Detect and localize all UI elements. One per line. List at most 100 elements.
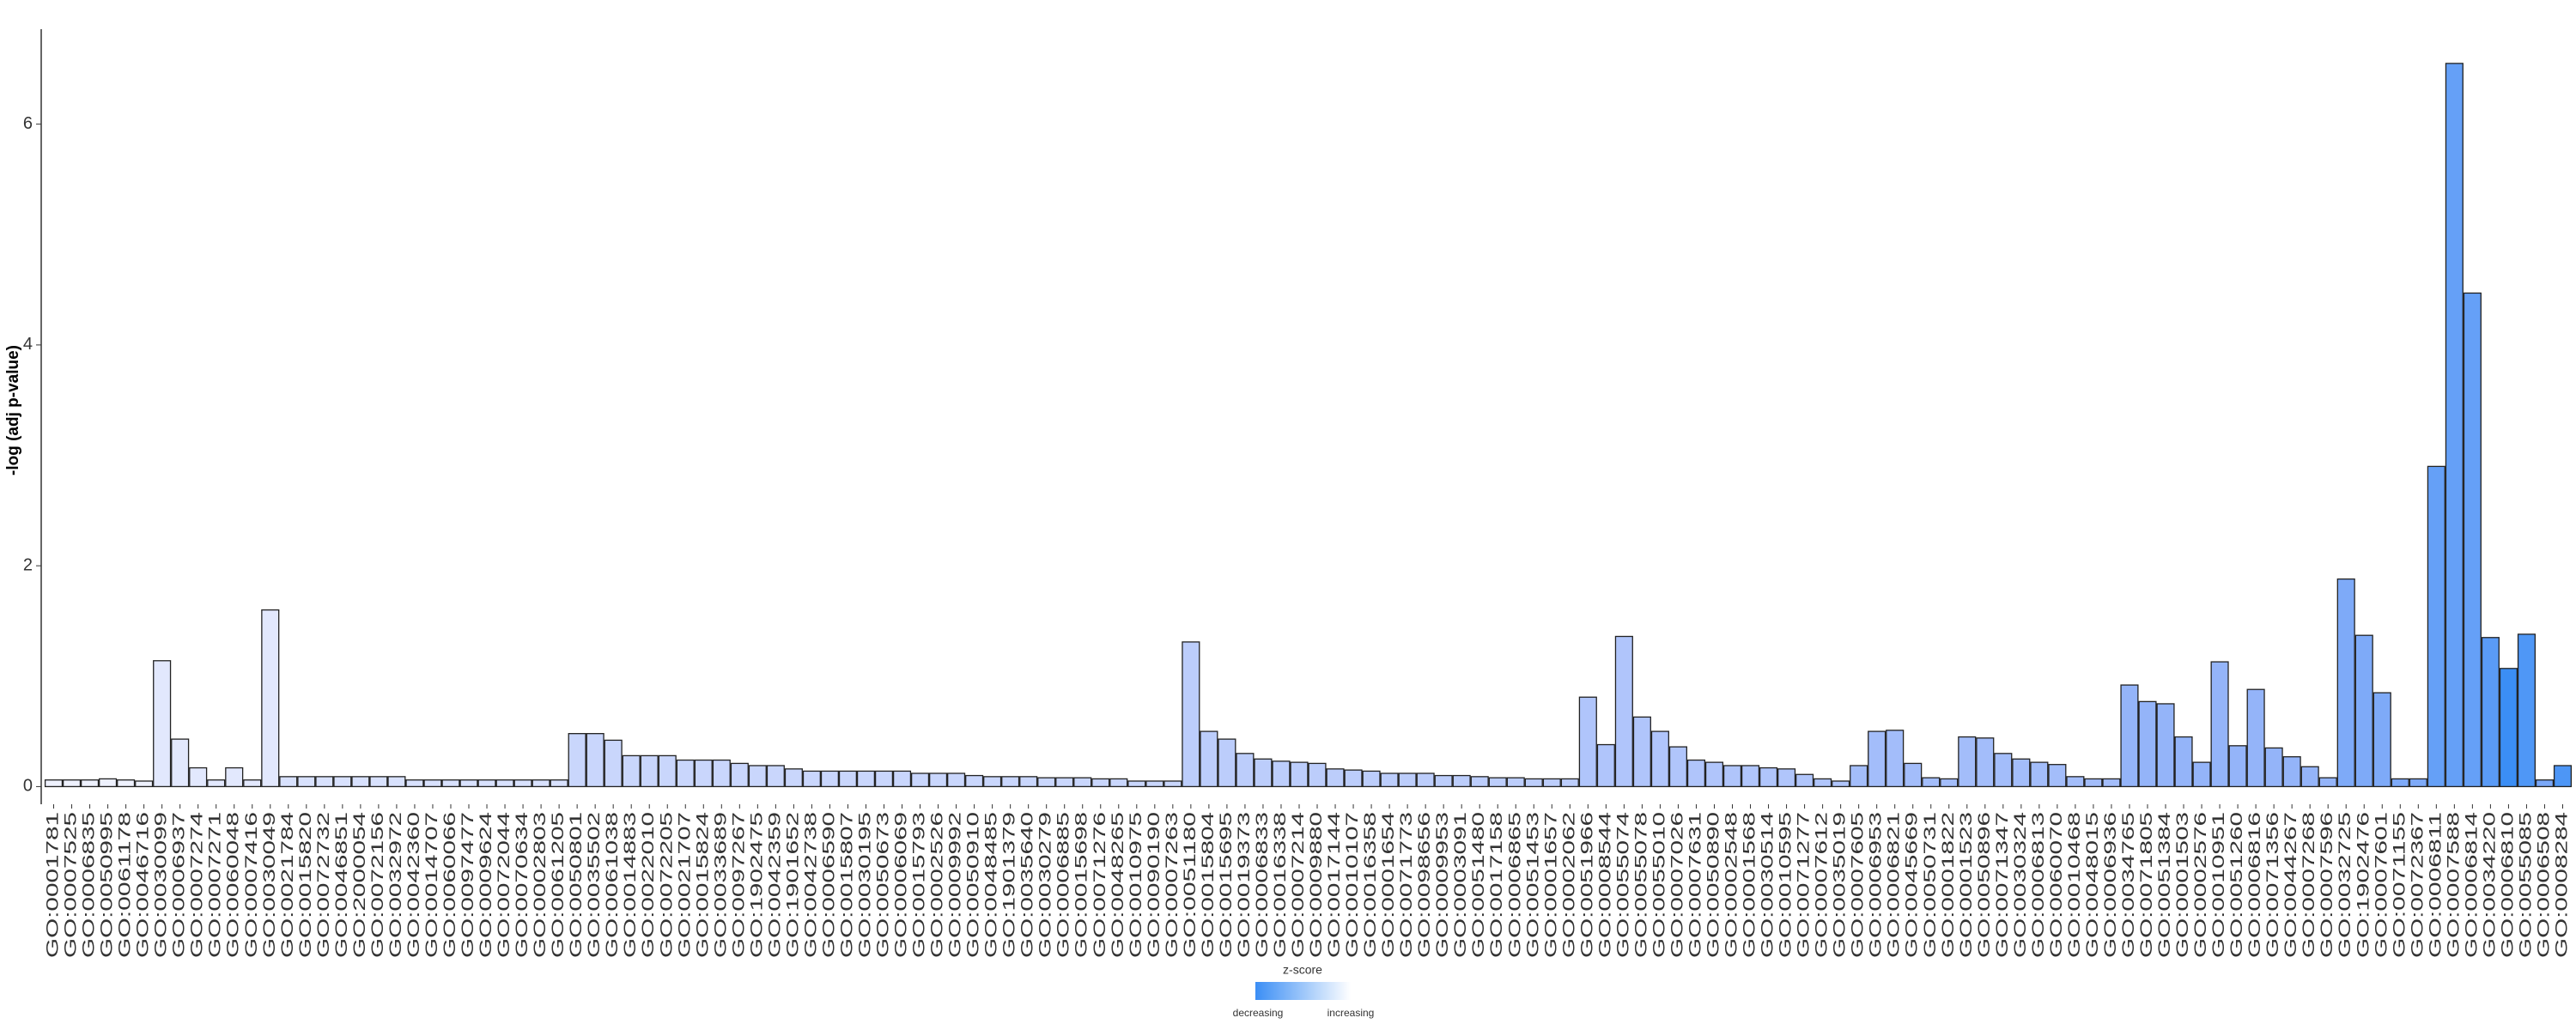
x-tick-label: GO:0009953 xyxy=(1434,812,1452,958)
x-tick-label: GO:1902476 xyxy=(2354,812,2372,958)
y-tick-label: 4 xyxy=(23,335,33,354)
x-tick-label: GO:0060048 xyxy=(225,812,243,958)
bar xyxy=(1578,696,1597,788)
x-tick-label: GO:0002803 xyxy=(532,812,550,958)
bar xyxy=(640,754,659,788)
x-tick-label: GO:2000054 xyxy=(351,811,369,958)
bar xyxy=(1632,716,1651,788)
bar xyxy=(1868,730,1886,788)
bar xyxy=(1704,761,1724,788)
bar xyxy=(1922,777,1941,788)
bar xyxy=(279,776,298,788)
legend-high-label: increasing xyxy=(1327,1007,1375,1019)
bar xyxy=(712,759,731,788)
x-tick-label: GO:0002576 xyxy=(2192,812,2210,958)
bar xyxy=(44,779,64,788)
x-tick-label: GO:0001654 xyxy=(1380,811,1398,958)
x-tick-label: GO:0051966 xyxy=(1578,812,1596,958)
x-tick-label: GO:0030279 xyxy=(1037,812,1055,958)
bar xyxy=(1506,777,1525,788)
x-tick-label: GO:0090190 xyxy=(1145,812,1163,958)
bar xyxy=(748,765,767,788)
x-tick-label: GO:0007605 xyxy=(1850,812,1868,958)
x-tick-label: GO:0006885 xyxy=(1055,812,1073,958)
bar xyxy=(477,779,496,788)
bar xyxy=(261,609,280,788)
x-tick-label: GO:0007596 xyxy=(2318,812,2336,958)
x-tick-label: GO:0014707 xyxy=(423,812,441,958)
y-tick-label: 0 xyxy=(23,777,33,796)
bar xyxy=(1470,776,1489,788)
x-tick-label: GO:0015804 xyxy=(1200,811,1218,958)
bar xyxy=(423,779,442,788)
x-tick-label: GO:0007274 xyxy=(189,811,207,958)
x-tick-label: GO:0050731 xyxy=(1922,812,1940,958)
x-tick-label: GO:0097477 xyxy=(459,812,477,958)
bar xyxy=(2174,736,2193,788)
bar xyxy=(2499,668,2518,788)
bar xyxy=(135,780,154,788)
bar xyxy=(1904,762,1923,788)
bar xyxy=(2120,684,2139,788)
x-tick-label: GO:0014883 xyxy=(622,812,640,958)
x-tick-label: GO:1902475 xyxy=(748,812,766,958)
bar xyxy=(676,759,695,788)
x-tick-label: GO:0006811 xyxy=(2427,812,2445,958)
x-tick-label: GO:0017144 xyxy=(1326,811,1344,958)
x-tick-label: GO:0021784 xyxy=(279,811,297,958)
x-tick-label: GO:0045669 xyxy=(1904,812,1922,958)
bar xyxy=(2264,747,2283,788)
bar xyxy=(1344,769,1363,788)
bar xyxy=(2066,776,2085,788)
bar xyxy=(1326,768,1345,788)
bar xyxy=(189,766,208,788)
x-tick-label: GO:0097267 xyxy=(730,812,748,958)
x-tick-label: GO:0006865 xyxy=(1506,812,1524,958)
bar xyxy=(1452,774,1471,788)
bar xyxy=(2030,761,2049,788)
x-tick-label: GO:0010107 xyxy=(1344,812,1362,958)
x-tick-label: GO:0071155 xyxy=(2391,812,2409,958)
bar xyxy=(2445,63,2464,788)
bar xyxy=(1290,761,1309,788)
x-tick-label: GO:0072044 xyxy=(495,811,513,958)
x-tick-label: GO:0016358 xyxy=(1362,812,1380,958)
x-tick-label: GO:0051453 xyxy=(1524,812,1542,958)
bar xyxy=(1362,770,1381,788)
x-tick-label: GO:0002548 xyxy=(1723,812,1741,958)
bar xyxy=(1596,743,1615,788)
bar xyxy=(1488,777,1507,788)
bar xyxy=(297,776,316,788)
x-tick-label: GO:0055074 xyxy=(1614,811,1632,958)
x-tick-label: GO:0001822 xyxy=(1940,812,1958,958)
x-tick-label: GO:0048015 xyxy=(2084,812,2102,958)
bar xyxy=(1380,772,1399,788)
bar xyxy=(1091,778,1110,788)
x-tick-label: GO:0070634 xyxy=(513,811,532,958)
bar xyxy=(1741,765,1760,788)
x-tick-label: GO:0061038 xyxy=(604,812,622,958)
x-tick-label: GO:0061205 xyxy=(550,812,568,958)
x-tick-label: GO:0006816 xyxy=(2246,812,2264,958)
x-tick-label: GO:0050910 xyxy=(965,812,983,958)
bar xyxy=(2012,758,2031,788)
x-tick-label: GO:0015793 xyxy=(911,812,929,958)
legend-gradient xyxy=(1255,982,1351,1000)
bar xyxy=(604,739,623,788)
x-tick-label: GO:0001781 xyxy=(45,812,63,958)
bar xyxy=(1434,774,1453,788)
bar xyxy=(983,776,1002,788)
x-tick-label: GO:0072367 xyxy=(2409,812,2427,958)
bar xyxy=(2084,778,2103,788)
x-tick-label: GO:0046716 xyxy=(135,812,153,958)
x-tick-label: GO:0032972 xyxy=(387,812,405,958)
bar xyxy=(1254,758,1273,788)
bar xyxy=(1759,766,1778,788)
x-tick-label: GO:0051384 xyxy=(2156,811,2174,958)
x-tick-label: GO:0010951 xyxy=(2210,812,2228,958)
bar xyxy=(2228,745,2247,788)
bar xyxy=(532,779,550,788)
bar xyxy=(2535,779,2555,788)
x-tick-label: GO:0071773 xyxy=(1398,812,1416,958)
legend-low-label: decreasing xyxy=(1233,1007,1284,1019)
